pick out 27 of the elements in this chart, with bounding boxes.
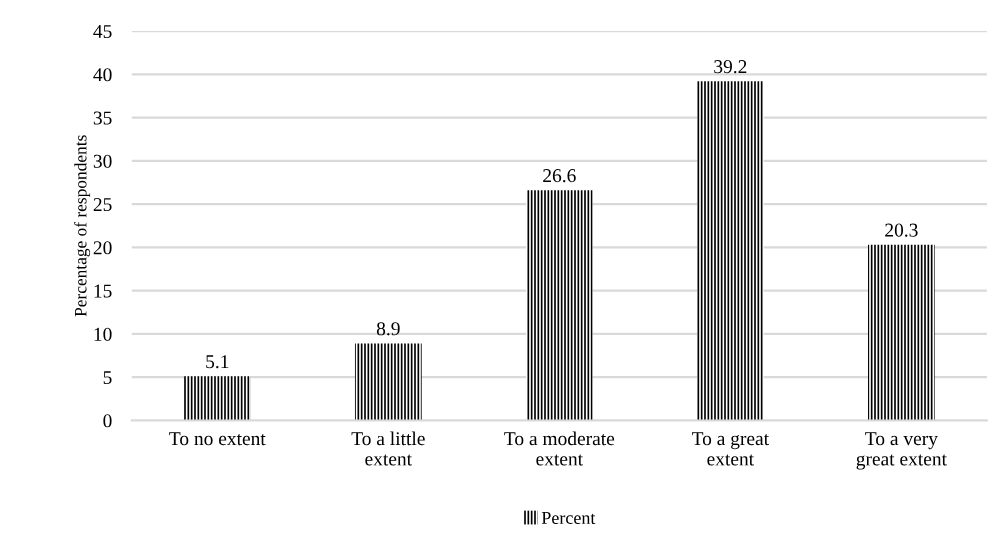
y-tick-label: 20 <box>93 241 112 255</box>
x-tick-label: To a moderate extent <box>504 431 615 466</box>
x-tick-label: To no extent <box>169 432 266 446</box>
data-label: 8.9 <box>376 322 400 336</box>
y-tick-label: 40 <box>93 68 112 82</box>
legend-label: Percent <box>541 511 596 524</box>
y-tick-label: 45 <box>93 25 112 39</box>
data-label: 39.2 <box>714 60 747 74</box>
bar <box>697 81 764 421</box>
y-tick-label: 10 <box>94 327 112 341</box>
y-tick-label: 30 <box>93 154 112 168</box>
data-label: 20.3 <box>885 223 918 237</box>
y-tick-label: 35 <box>93 111 112 125</box>
y-tick-label: 25 <box>93 198 112 212</box>
bar <box>868 244 935 421</box>
bar <box>354 343 422 421</box>
bar <box>183 376 251 421</box>
y-tick-label: 5 <box>103 371 112 385</box>
y-tick-label: 0 <box>103 414 112 428</box>
y-tick-label: 15 <box>94 284 112 298</box>
x-tick-label: To a little extent <box>351 431 425 466</box>
x-tick-label: To a very great extent <box>856 432 947 470</box>
data-label: 5.1 <box>206 355 229 369</box>
x-tick-label: To a great extent <box>691 432 769 466</box>
y-axis-title: Percentage of respondents <box>74 135 91 317</box>
data-label: 26.6 <box>543 169 576 183</box>
bar <box>525 190 593 421</box>
